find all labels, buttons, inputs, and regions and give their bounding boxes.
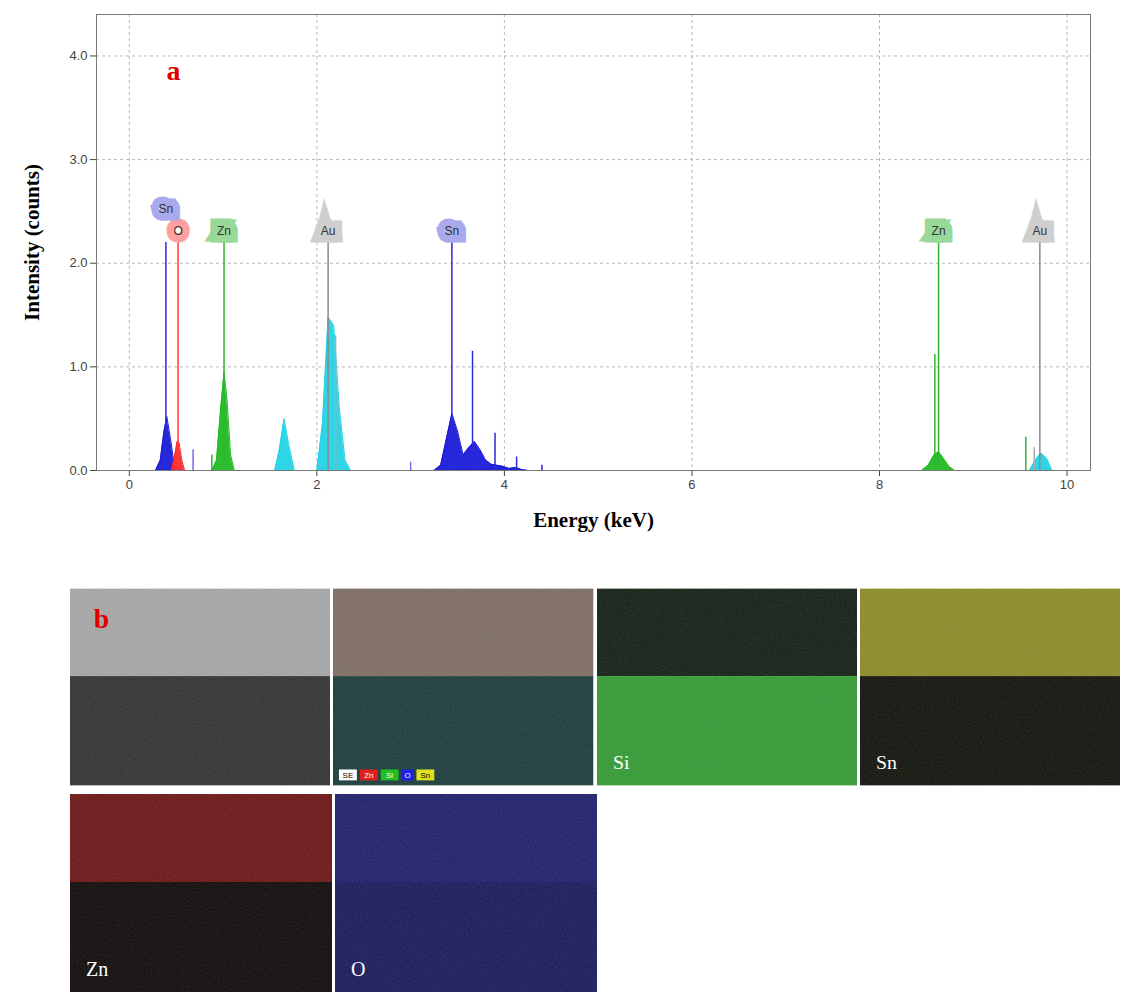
svg-text:8: 8 <box>876 477 883 492</box>
svg-text:O: O <box>405 771 411 780</box>
svg-text:2.0: 2.0 <box>69 255 87 270</box>
svg-text:Zn: Zn <box>86 958 108 980</box>
svg-text:Au: Au <box>1033 224 1048 238</box>
svg-text:Sn: Sn <box>445 224 460 238</box>
svg-text:2: 2 <box>313 477 320 492</box>
svg-text:a: a <box>167 55 181 86</box>
svg-text:10: 10 <box>1060 477 1074 492</box>
svg-text:0: 0 <box>126 477 133 492</box>
svg-text:Energy (keV): Energy (keV) <box>533 508 654 532</box>
svg-text:Si: Si <box>386 771 393 780</box>
svg-text:Au: Au <box>321 224 336 238</box>
svg-text:Zn: Zn <box>932 224 946 238</box>
svg-text:3.0: 3.0 <box>69 152 87 167</box>
svg-text:SE: SE <box>343 771 354 780</box>
svg-text:6: 6 <box>688 477 695 492</box>
svg-text:Sn: Sn <box>421 771 431 780</box>
svg-text:Intensity (counts): Intensity (counts) <box>20 164 44 321</box>
svg-text:Zn: Zn <box>217 224 231 238</box>
svg-text:4: 4 <box>501 477 508 492</box>
svg-text:O: O <box>173 224 182 238</box>
svg-text:Sn: Sn <box>159 202 174 216</box>
svg-text:Sn: Sn <box>876 751 897 773</box>
svg-text:O: O <box>351 958 365 980</box>
svg-text:b: b <box>94 603 109 634</box>
svg-text:Si: Si <box>612 751 629 773</box>
svg-text:4.0: 4.0 <box>69 48 87 63</box>
svg-text:0.0: 0.0 <box>69 463 87 478</box>
svg-text:Zn: Zn <box>364 771 373 780</box>
svg-text:1.0: 1.0 <box>69 359 87 374</box>
